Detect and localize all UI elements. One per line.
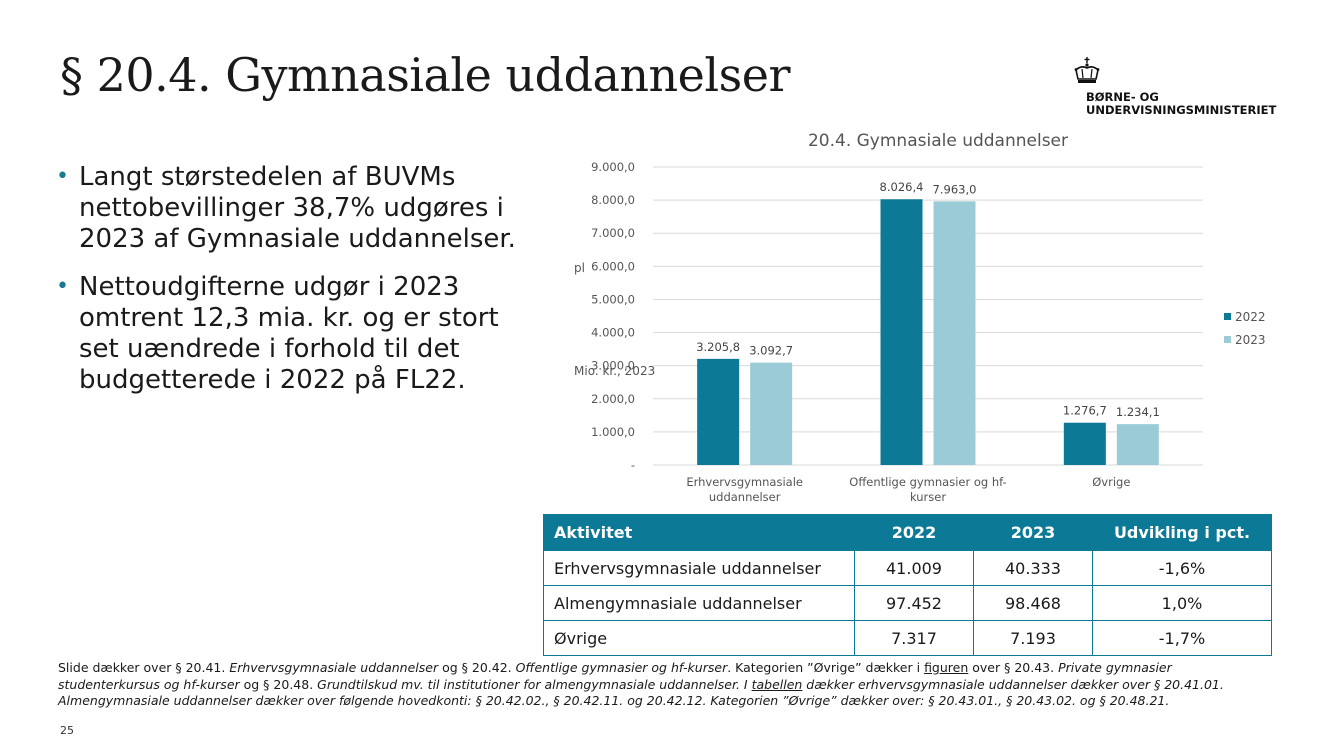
footnote-text: Offentlige gymnasier og hf-kurser: [515, 660, 728, 675]
bullet-dot-icon: •: [56, 274, 69, 299]
footnote-text: Erhvervsgymnasiale uddannelser: [229, 660, 439, 675]
y-tick-label: 8.000,0: [591, 193, 635, 207]
table-header: 2023: [973, 514, 1093, 551]
bar-2022: [880, 199, 923, 465]
bullet-text: Nettoudgifterne udgør i 2023 omtrent 12,…: [79, 272, 499, 395]
x-category-label: kurser: [910, 490, 946, 504]
table-cell: -1,7%: [1092, 620, 1272, 656]
footnote-text: Slide dækker over § 20.41.: [58, 660, 230, 675]
data-table: Aktivitet 2022 2023 Udvikling i pct. Erh…: [543, 514, 1272, 656]
table-cell: 97.452: [854, 585, 974, 621]
footnote: Slide dækker over § 20.41. Erhvervsgymna…: [58, 660, 1273, 710]
bullet-item: • Langt størstedelen af BUVMs nettobevill…: [56, 162, 536, 255]
table-cell: Almengymnasiale uddannelser: [543, 585, 855, 621]
y-axis-label: pl: [574, 261, 585, 275]
bar-2022: [1063, 422, 1106, 465]
y-tick-label: 1.000,0: [591, 425, 635, 439]
y-tick-label: 2.000,0: [591, 392, 635, 406]
footnote-text: Grundtilskud mv. til institutioner for a…: [317, 676, 752, 692]
x-category-label: uddannelser: [709, 490, 781, 504]
table-row: Øvrige 7.317 7.193 -1,7%: [543, 620, 1272, 656]
footnote-text: og § 20.42.: [438, 660, 516, 675]
legend-label: 2022: [1235, 310, 1266, 324]
table-header-row: Aktivitet 2022 2023 Udvikling i pct.: [543, 514, 1272, 551]
bar-2023: [1116, 424, 1159, 465]
bar-2022: [697, 358, 740, 465]
bullet-text: Langt størstedelen af BUVMs nettobevilli…: [79, 162, 516, 254]
y-tick-label: 3.000,0: [591, 359, 635, 373]
table-cell: 98.468: [973, 585, 1093, 621]
legend-swatch-2022: [1224, 313, 1231, 320]
bar-chart: 20.4. Gymnasiale uddannelser - 1.000,0 2.00…: [574, 131, 1266, 504]
table-cell: 41.009: [854, 550, 974, 586]
footnote-text: . Kategorien ”Øvrige” dækker i: [727, 660, 925, 675]
table-cell: Erhvervsgymnasiale uddannelser: [543, 550, 855, 586]
y-tick-label: 7.000,0: [591, 226, 635, 240]
table-cell: Øvrige: [543, 620, 855, 656]
table-cell: -1,6%: [1092, 550, 1272, 586]
legend-swatch-2023: [1224, 336, 1231, 343]
data-label: 1.276,7: [1063, 404, 1107, 418]
table-cell: 7.193: [973, 620, 1093, 656]
data-label: 8.026,4: [880, 180, 924, 194]
ministry-logo: BØRNE- OG UNDERVISNINGSMINISTERIET: [1072, 56, 1292, 120]
y-axis-label: Mio. kr., 2023: [574, 364, 655, 378]
data-label: 3.092,7: [749, 344, 793, 358]
table-header: Aktivitet: [543, 514, 855, 551]
legend-label: 2023: [1235, 333, 1266, 347]
table-header: Udvikling i pct.: [1092, 514, 1272, 551]
table-header: 2022: [854, 514, 974, 551]
footnote-text: Private gymnasier studenterkursus og hf-…: [58, 660, 1172, 692]
table-cell: 1,0%: [1092, 585, 1272, 621]
bullet-dot-icon: •: [56, 164, 69, 189]
chart-title: 20.4. Gymnasiale uddannelser: [808, 131, 1068, 151]
footnote-text: dækker erhvervsgymnasiale uddannelser dæ…: [58, 676, 1224, 709]
ministry-name-line2: UNDERVISNINGSMINISTERIET: [1086, 103, 1277, 117]
bullet-list: • Langt størstedelen af BUVMs nettobevill…: [56, 162, 536, 413]
footnote-link: tabellen: [751, 676, 803, 692]
x-category-label: Offentlige gymnasier og hf-: [849, 475, 1006, 489]
bar-2023: [750, 362, 793, 465]
y-tick-label: 4.000,0: [591, 326, 635, 340]
ministry-name: BØRNE- OG UNDERVISNINGSMINISTERIET: [1086, 91, 1276, 117]
data-label: 1.234,1: [1116, 405, 1160, 419]
table-cell: 40.333: [973, 550, 1093, 586]
footnote-text: over § 20.43.: [968, 660, 1059, 675]
y-tick-label: 6.000,0: [591, 259, 635, 273]
page-number: 25: [60, 724, 74, 737]
ministry-name-line1: BØRNE- OG: [1086, 90, 1159, 104]
page-title: § 20.4. Gymnasiale uddannelser: [60, 48, 790, 102]
bar-2023: [933, 201, 976, 465]
bullet-item: • Nettoudgifterne udgør i 2023 omtrent 12…: [56, 272, 536, 396]
table-row: Almengymnasiale uddannelser 97.452 98.46…: [543, 585, 1272, 621]
data-label: 7.963,0: [933, 182, 977, 196]
x-category-label: Erhvervsgymnasiale: [686, 475, 803, 489]
crown-icon: [1074, 57, 1100, 83]
data-label: 3.205,8: [696, 340, 740, 354]
footnote-link: figuren: [924, 660, 969, 675]
footnote-text: og § 20.48.: [239, 676, 318, 692]
x-category-label: Øvrige: [1092, 475, 1130, 489]
y-tick-label: -: [631, 458, 635, 472]
table-cell: 7.317: [854, 620, 974, 656]
y-tick-label: 5.000,0: [591, 292, 635, 306]
y-tick-label: 9.000,0: [591, 160, 635, 174]
table-row: Erhvervsgymnasiale uddannelser 41.009 40…: [543, 550, 1272, 586]
